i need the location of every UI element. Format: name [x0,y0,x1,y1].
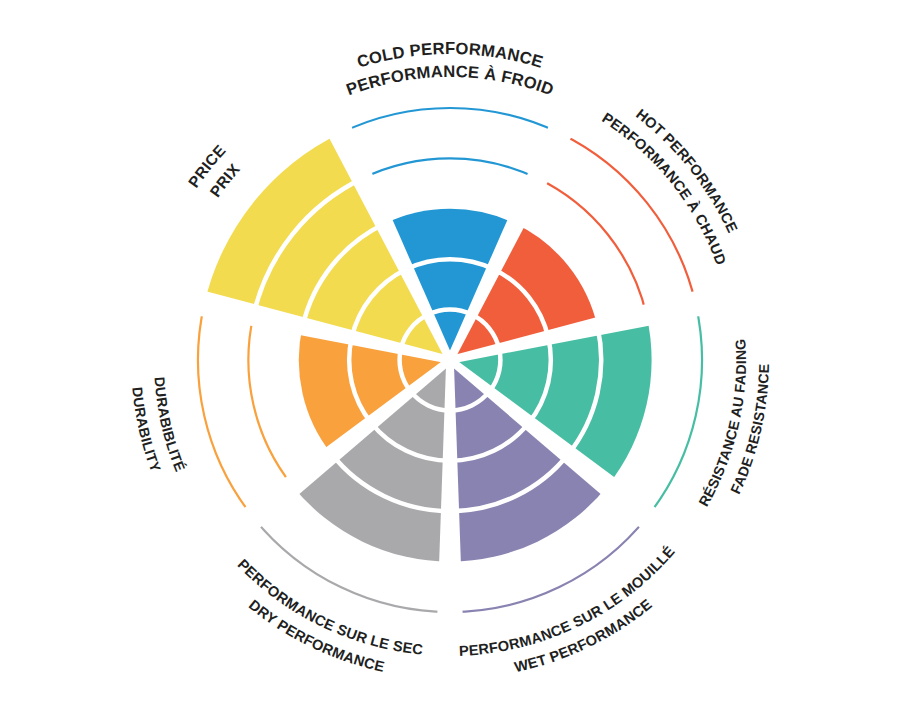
label-en-hot-performance: HOT PERFORMANCE [633,106,741,235]
level-arc-durability-4 [248,315,292,486]
level-arc-durability-5 [198,304,253,517]
level-arc-cold-performance-5 [341,108,560,133]
label-fr-cold-performance: PERFORMANCE À FROID [344,62,556,99]
level-arc-hot-performance-5 [559,133,695,304]
level-arc-fade-resistance-5 [647,304,702,517]
level-arc-cold-performance-4 [363,158,538,178]
chart-svg: COLD PERFORMANCEPERFORMANCE À FROIDHOT P… [0,0,900,720]
tire-performance-radial-chart: COLD PERFORMANCEPERFORMANCE À FROIDHOT P… [0,0,900,720]
